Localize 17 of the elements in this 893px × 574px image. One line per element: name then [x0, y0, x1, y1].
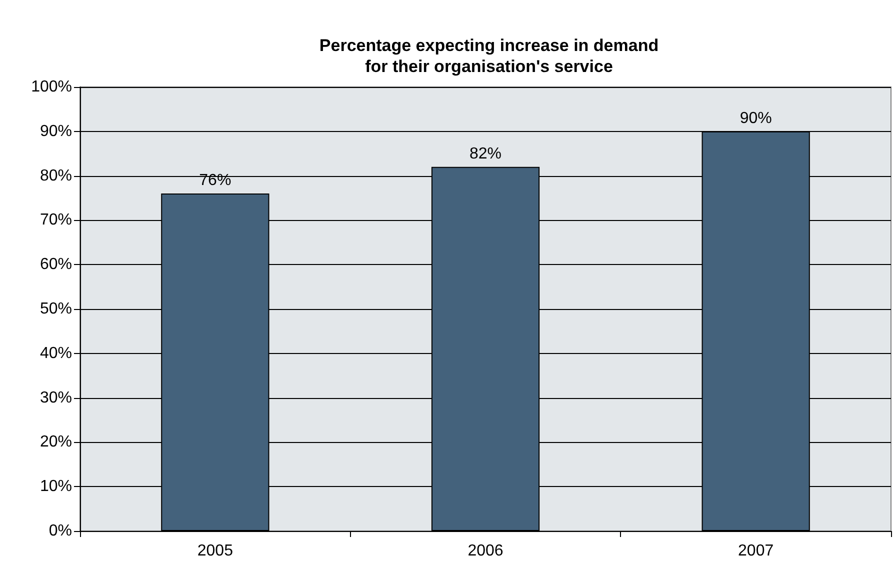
y-tick-label: 100%: [31, 78, 72, 96]
data-label: 82%: [469, 145, 502, 162]
y-tick-label: 20%: [40, 434, 72, 451]
y-tick-label: 90%: [40, 122, 72, 140]
y-tick-label: 70%: [40, 212, 72, 229]
x-tick-label: 2006: [468, 542, 504, 560]
chart-title: Percentage expecting increase in demand for their organisation's service: [319, 36, 659, 76]
y-tick-label: 10%: [40, 478, 72, 496]
data-label: 90%: [740, 110, 772, 127]
y-tick-label: 0%: [48, 522, 72, 540]
x-tick-label: 2007: [738, 542, 774, 560]
x-tick-label: 2005: [197, 542, 234, 560]
y-tick-label: 40%: [40, 344, 72, 362]
y-tick-label: 80%: [40, 167, 72, 184]
y-tick-label: 30%: [40, 389, 72, 406]
y-tick-label: 60%: [40, 256, 72, 274]
y-tick-label: 50%: [40, 300, 72, 318]
